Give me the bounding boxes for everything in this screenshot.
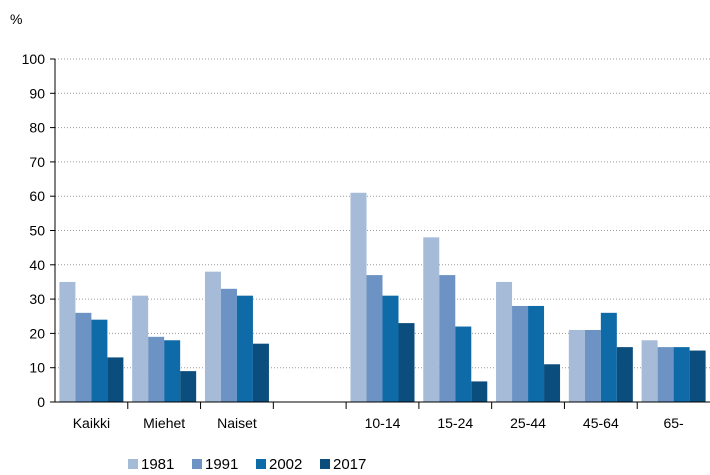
x-category-label: Naiset: [217, 415, 257, 431]
y-tick-label: 50: [29, 223, 45, 239]
y-tick-label: 20: [29, 325, 45, 341]
legend: 1981 1991 2002 2017: [128, 456, 366, 473]
bar-2017-Miehet: [180, 371, 197, 402]
bar-2017-65-: [689, 350, 706, 402]
y-tick-label: 90: [29, 85, 45, 101]
legend-label-1981: 1981: [141, 456, 174, 473]
bar-1991-10-14: [366, 275, 383, 402]
bar-1991-65-: [657, 347, 674, 402]
bar-1981-Naiset: [204, 271, 221, 402]
bar-1991-Kaikki: [75, 312, 92, 402]
bar-1981-45-64: [568, 329, 585, 402]
legend-label-1991: 1991: [205, 456, 238, 473]
bar-2002-15-24: [455, 326, 472, 402]
legend-swatch-2017: [320, 459, 330, 469]
bar-1981-Miehet: [132, 295, 149, 402]
bars: [59, 192, 706, 402]
y-tick-label: 10: [29, 360, 45, 376]
bar-1991-25-44: [512, 305, 529, 402]
bar-2002-Naiset: [236, 295, 253, 402]
y-tick-label: 0: [37, 394, 45, 410]
bar-2017-Naiset: [252, 343, 269, 402]
x-category-label: 65-: [663, 415, 684, 431]
legend-swatch-1991: [192, 459, 202, 469]
bar-2002-65-: [673, 347, 690, 402]
x-category-label: 10-14: [365, 415, 401, 431]
y-tick-label: 60: [29, 188, 45, 204]
y-tick-label: 40: [29, 257, 45, 273]
bar-1981-10-14: [350, 192, 367, 402]
bar-1991-Miehet: [148, 336, 165, 402]
y-tick-label: 100: [22, 51, 46, 67]
bar-2017-10-14: [398, 323, 415, 402]
bar-1981-25-44: [496, 281, 513, 402]
legend-swatch-1981: [128, 459, 138, 469]
bar-2002-Miehet: [164, 340, 181, 402]
x-category-label: Kaikki: [73, 415, 110, 431]
bar-1991-45-64: [584, 329, 601, 402]
x-category-label: 45-64: [583, 415, 619, 431]
legend-label-2002: 2002: [269, 456, 302, 473]
x-category-label: Miehet: [143, 415, 185, 431]
bar-2017-15-24: [471, 381, 488, 402]
bar-1981-Kaikki: [59, 281, 76, 402]
bar-1981-65-: [641, 340, 658, 402]
bar-1991-Naiset: [220, 288, 237, 402]
legend-swatch-2002: [256, 459, 266, 469]
legend-label-2017: 2017: [333, 456, 366, 473]
y-axis-unit-label: %: [10, 11, 22, 27]
y-tick-label: 80: [29, 120, 45, 136]
y-tick-label: 30: [29, 291, 45, 307]
bar-2002-25-44: [528, 305, 545, 402]
x-category-label: 15-24: [437, 415, 473, 431]
bar-2017-Kaikki: [107, 357, 124, 402]
bar-2002-Kaikki: [91, 319, 108, 402]
y-axis-ticks: 0 10 20 30 40 50 60 70 80 90 100: [22, 51, 55, 410]
x-axis: Kaikki Miehet Naiset 10-14 15-24 25-44 45-64 65…: [54, 59, 710, 431]
y-tick-label: 70: [29, 154, 45, 170]
bar-2002-10-14: [382, 295, 399, 402]
bar-2002-45-64: [600, 312, 617, 402]
bar-1981-15-24: [423, 237, 440, 402]
bar-2017-45-64: [616, 347, 633, 402]
bar-1991-15-24: [439, 275, 456, 402]
bar-2017-25-44: [544, 364, 561, 402]
x-category-label: 25-44: [510, 415, 546, 431]
